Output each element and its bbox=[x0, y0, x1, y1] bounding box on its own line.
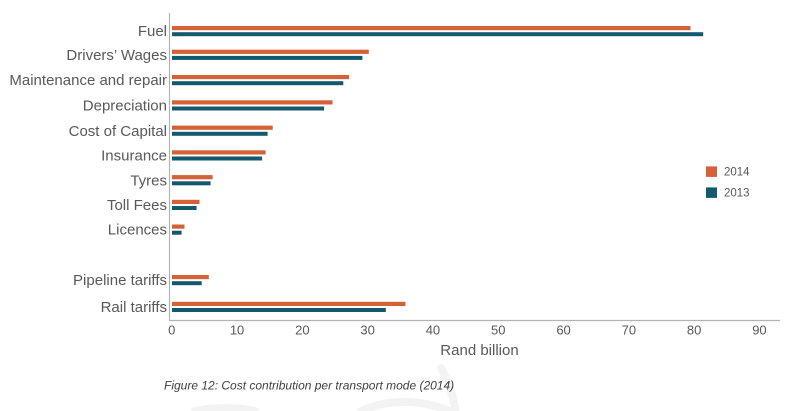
svg-text:Fuel: Fuel bbox=[138, 23, 167, 40]
svg-text:40: 40 bbox=[426, 323, 440, 338]
svg-text:Figure 12: Cost contribution p: Figure 12: Cost contribution per transpo… bbox=[164, 379, 454, 393]
svg-text:10: 10 bbox=[230, 323, 244, 338]
svg-text:2013: 2013 bbox=[724, 188, 750, 200]
svg-text:50: 50 bbox=[491, 323, 505, 338]
svg-text:30: 30 bbox=[360, 323, 374, 338]
svg-text:Depreciation: Depreciation bbox=[83, 98, 167, 115]
svg-text:2014: 2014 bbox=[724, 166, 750, 178]
svg-text:0: 0 bbox=[168, 323, 175, 338]
svg-text:60: 60 bbox=[556, 323, 570, 338]
svg-text:Rand billion: Rand billion bbox=[440, 342, 518, 359]
svg-text:Licences: Licences bbox=[108, 222, 167, 239]
svg-text:Toll Fees: Toll Fees bbox=[107, 197, 167, 214]
svg-text:Maintenance and repair: Maintenance and repair bbox=[9, 72, 167, 89]
svg-text:70: 70 bbox=[622, 323, 636, 338]
svg-text:Drivers’ Wages: Drivers’ Wages bbox=[66, 47, 167, 64]
svg-text:Cost of Capital: Cost of Capital bbox=[69, 123, 167, 140]
svg-text:Tyres: Tyres bbox=[130, 172, 167, 189]
svg-text:80: 80 bbox=[687, 323, 701, 338]
svg-text:20: 20 bbox=[295, 323, 309, 338]
svg-text:90: 90 bbox=[752, 323, 766, 338]
svg-text:Insurance: Insurance bbox=[101, 148, 167, 165]
svg-text:Rail tariffs: Rail tariffs bbox=[101, 299, 167, 316]
svg-text:Pipeline tariffs: Pipeline tariffs bbox=[73, 272, 167, 289]
